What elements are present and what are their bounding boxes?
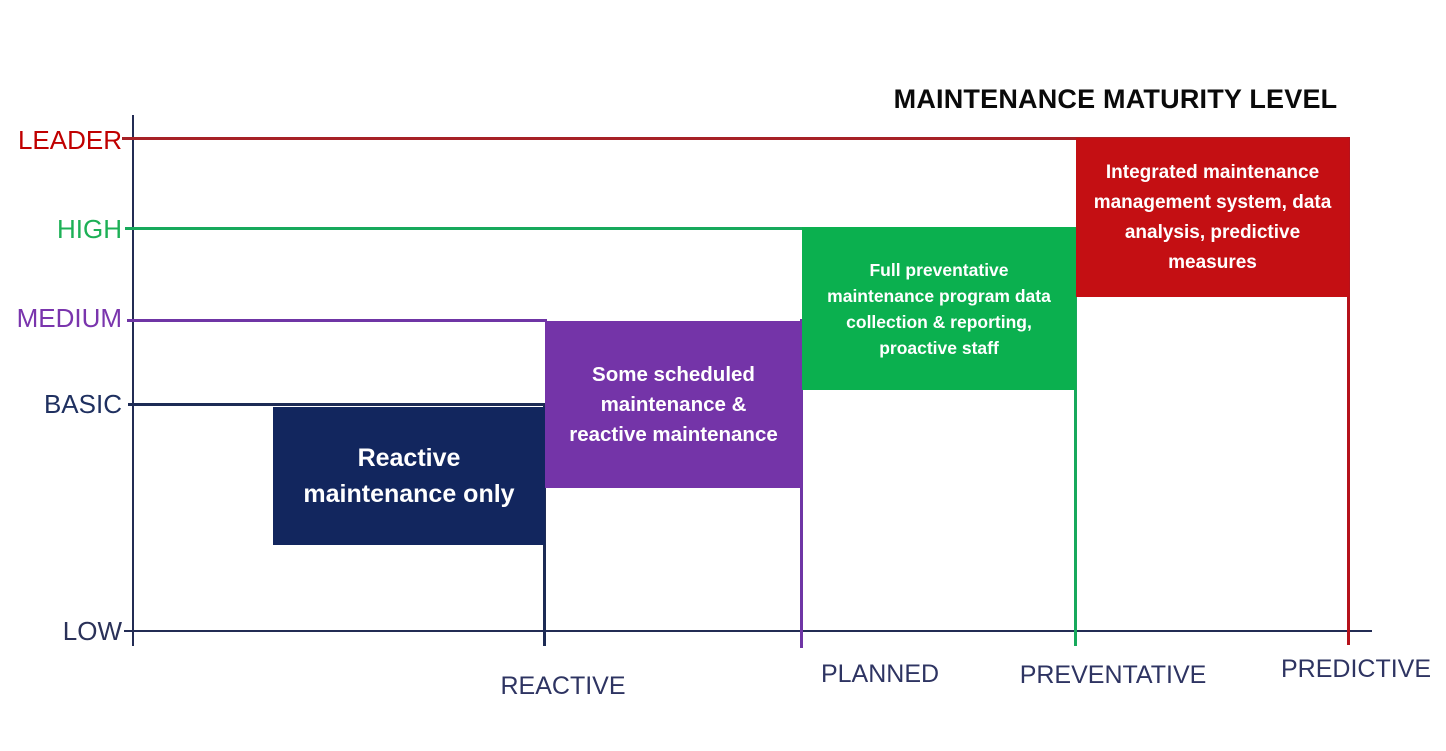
- x-label-planned: PLANNED: [820, 660, 940, 688]
- y-label-basic: BASIC: [43, 389, 122, 419]
- y-label-high: HIGH: [57, 214, 122, 244]
- medium-level-line: [127, 319, 547, 322]
- stage-box-predictive: Integrated maintenance management system…: [1076, 138, 1349, 297]
- stage-box-planned-text: Some scheduled maintenance & reactive ma…: [569, 362, 778, 446]
- y-label-low: LOW: [62, 616, 122, 646]
- stage-box-preventative-text: Full preventative maintenance program da…: [827, 259, 1051, 358]
- stage-box-predictive-text: Integrated maintenance management system…: [1093, 161, 1332, 273]
- x-axis-line: [124, 630, 1372, 632]
- basic-level-line: [128, 403, 546, 406]
- y-axis-line: [132, 115, 134, 646]
- x-label-reactive: REACTIVE: [500, 672, 626, 700]
- predictive-drop-line: [1347, 137, 1350, 645]
- preventative-drop-line: [1074, 227, 1077, 646]
- stage-box-reactive: Reactive maintenance only: [273, 407, 545, 545]
- leader-level-line: [122, 137, 1350, 140]
- stage-box-preventative: Full preventative maintenance program da…: [802, 227, 1076, 390]
- high-level-line: [125, 227, 804, 230]
- stage-box-reactive-text: Reactive maintenance only: [303, 444, 515, 508]
- y-label-leader: LEADER: [17, 125, 122, 155]
- y-label-medium: MEDIUM: [16, 303, 122, 333]
- x-label-predictive: PREDICTIVE: [1280, 655, 1432, 683]
- x-label-preventative: PREVENTATIVE: [1019, 661, 1207, 689]
- stage-box-planned: Some scheduled maintenance & reactive ma…: [545, 321, 802, 488]
- chart-title: MAINTENANCE MATURITY LEVEL: [893, 84, 1338, 114]
